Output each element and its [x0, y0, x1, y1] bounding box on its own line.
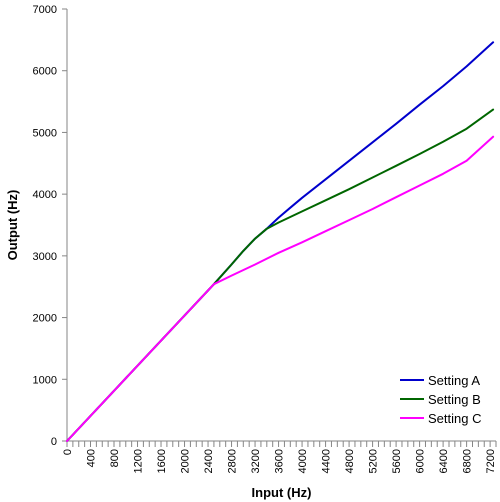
legend-label: Setting B	[428, 392, 481, 407]
x-tick-label: 7200	[485, 449, 497, 473]
y-tick-label: 6000	[33, 66, 57, 78]
x-tick-label: 6000	[415, 449, 427, 473]
x-tick-label: 1600	[156, 449, 168, 473]
x-tick-label: 5600	[391, 449, 403, 473]
y-tick-label: 7000	[33, 4, 57, 16]
x-tick-label: 2000	[180, 449, 192, 473]
x-tick-label: 6400	[438, 449, 450, 473]
x-tick-label: 400	[86, 449, 98, 467]
legend-label: Setting A	[428, 373, 480, 388]
x-tick-label: 3600	[274, 449, 286, 473]
y-tick-label: 4000	[33, 189, 57, 201]
x-tick-label: 3200	[250, 449, 262, 473]
x-tick-label: 0	[62, 449, 74, 455]
y-axis-ticks: 0 1000 2000 3000 4000 5000 6000 7000	[33, 4, 67, 448]
y-tick-label: 2000	[33, 313, 57, 325]
x-tick-label: 4000	[297, 449, 309, 473]
legend-label: Setting C	[428, 411, 481, 426]
x-tick-label: 4400	[321, 449, 333, 473]
x-tick-label: 2800	[227, 449, 239, 473]
y-tick-label: 1000	[33, 374, 57, 386]
x-tick-label: 6800	[462, 449, 474, 473]
y-tick-label: 5000	[33, 127, 57, 139]
y-tick-label: 0	[51, 436, 57, 448]
series-line-2	[66, 108, 495, 442]
chart-axes	[66, 9, 496, 442]
x-tick-label: 800	[109, 449, 121, 467]
y-axis-title: Output (Hz)	[5, 190, 20, 261]
chart-legend: Setting A Setting B Setting C	[400, 373, 481, 426]
x-tick-label: 5200	[368, 449, 380, 473]
x-tick-label: 2400	[203, 449, 215, 473]
y-tick-label: 3000	[33, 251, 57, 263]
x-tick-label: 1200	[133, 449, 145, 473]
x-axis-title: Input (Hz)	[252, 485, 312, 500]
chart-series	[66, 41, 495, 442]
x-axis-ticks: 0 400 800 1200 1600 2000 2400 2800 3200 3600 4000 4…	[62, 441, 497, 473]
series-line-3	[66, 135, 495, 442]
x-tick-label: 4800	[344, 449, 356, 473]
